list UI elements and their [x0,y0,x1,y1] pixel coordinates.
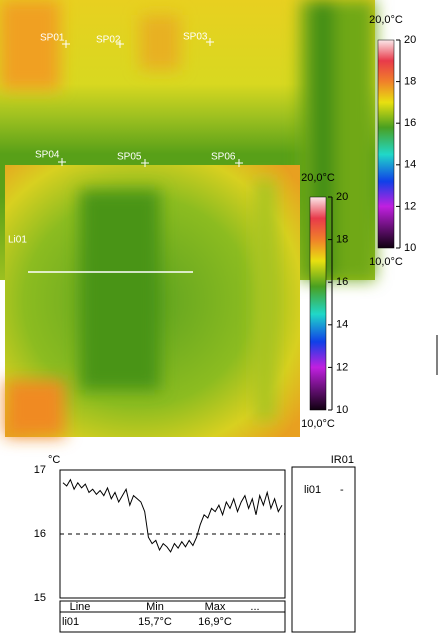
spot-marker [206,38,214,46]
table-cell: li01 [62,616,79,628]
scale-tick-label: 12 [336,361,348,373]
color-bar [309,196,327,411]
y-tick-label: 17 [34,464,46,476]
scale-tick-label: 14 [404,159,416,171]
scale-tick-label: 14 [336,319,348,331]
y-tick-label: 16 [34,528,46,540]
spot-label: SP01 [40,33,65,44]
scale-min: 10,0°C [301,418,335,430]
table-header: Max [205,601,226,613]
scale-min: 10,0°C [369,256,403,268]
table-header: Line [70,601,91,613]
panel-cell: - [340,484,344,496]
table-header: ... [250,601,259,613]
side-panel [291,466,356,633]
table-cell: 16,9°C [198,616,232,628]
y-axis-label: °C [48,454,60,466]
scale-tick-label: 16 [336,276,348,288]
scale-tick-label: 12 [404,200,416,212]
spot-marker [58,158,66,166]
panel-cell: li01 [304,484,321,496]
scale-tick-label: 18 [404,76,416,88]
table-header: Min [146,601,164,613]
profile-line [62,478,283,553]
scale-max: 20,0°C [369,14,403,26]
scale-max: 20,0°C [301,172,335,184]
scale-tick-label: 10 [404,242,416,254]
color-bar [377,39,395,249]
spot-label: SP03 [183,32,208,43]
spot-label: SP05 [117,152,142,163]
scale-tick-label: 20 [404,34,416,46]
scale-tick-label: 16 [404,117,416,129]
scale-tick-label: 18 [336,234,348,246]
spot-label: SP06 [211,152,236,163]
thermal-image-2 [5,165,300,437]
spot-label: SP04 [35,150,60,161]
spot-marker [235,159,243,167]
spot-label: SP02 [96,35,121,46]
spot-marker [141,159,149,167]
table-frame [59,600,286,633]
spot-marker [62,40,70,48]
table-cell: 15,7°C [138,616,172,628]
scale-tick-label: 20 [336,191,348,203]
panel-title: IR01 [331,454,354,466]
scale-tick-label: 10 [336,404,348,416]
spot-marker [116,40,124,48]
line-label: Li01 [8,235,27,246]
y-tick-label: 15 [34,592,46,604]
